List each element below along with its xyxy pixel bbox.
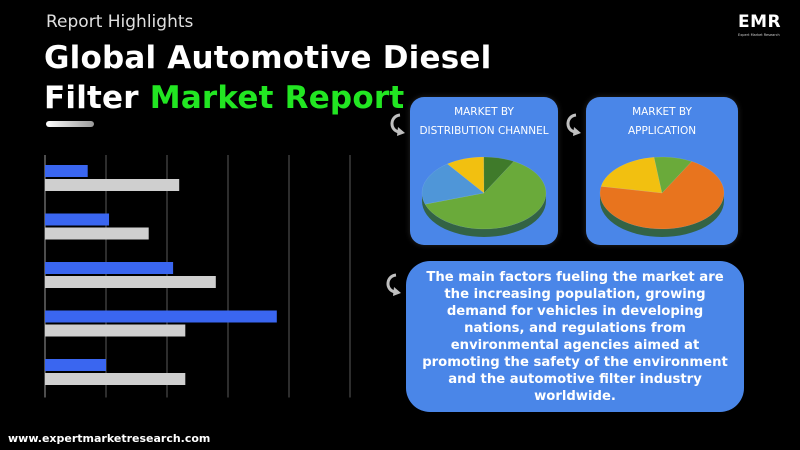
footer-url: www.expertmarketresearch.com [8, 432, 211, 445]
title-line-2-accent: Market Report [149, 80, 405, 116]
card-application-title-1: MARKET BY [632, 106, 692, 118]
pie-chart-distribution [421, 156, 547, 237]
card-distribution-channel: MARKET BY DISTRIBUTION CHANNEL [410, 97, 558, 245]
pie-slice-1 [424, 161, 547, 230]
pie-slice-3 [653, 156, 693, 194]
pie-slice-1 [599, 161, 725, 230]
emr-logo: EMR Expert Market Research [738, 12, 790, 38]
bar-series-2-item-4 [45, 324, 186, 337]
bar-series-1-item-2 [45, 213, 110, 226]
curved-arrow-icon [566, 113, 581, 136]
bar-series-1-item-5 [45, 359, 106, 371]
report-highlights-label: Report Highlights [46, 12, 194, 32]
bar-series-1-item-4 [45, 310, 277, 323]
bar-series-1-item-1 [45, 165, 88, 177]
curved-arrow-icon [390, 113, 405, 136]
curved-arrow-icon [386, 273, 401, 296]
card-application-title-2: APPLICATION [627, 125, 697, 137]
bar-series-1-item-3 [45, 262, 174, 274]
card-application: MARKET BY APPLICATION [586, 97, 738, 245]
title-underline [46, 121, 94, 127]
summary-text: The main factors fueling the market are … [422, 269, 728, 404]
summary-card: The main factors fueling the market are … [406, 261, 744, 412]
logo-tagline: Expert Market Research [738, 33, 780, 37]
card-distribution-title-2: DISTRIBUTION CHANNEL [419, 125, 549, 137]
bar-chart [44, 155, 351, 398]
bar-series-2-item-1 [45, 179, 180, 191]
pie-depth [422, 193, 546, 237]
pie-depth [600, 193, 724, 237]
title-line-1: Global Automotive Diesel [44, 40, 492, 76]
bar-series-2-item-2 [45, 227, 149, 240]
pie-chart-application [599, 156, 725, 237]
pie-slice-2 [600, 157, 663, 194]
bar-series-2-item-5 [45, 373, 186, 385]
page-title: Global Automotive Diesel Filter Market R… [44, 38, 491, 118]
bar-series-2-item-3 [45, 276, 216, 288]
pie-slice-2 [421, 163, 485, 205]
logo-text: EMR [738, 12, 782, 32]
pie-slice-3 [446, 156, 485, 194]
pie-slice-4 [483, 156, 515, 194]
card-distribution-title-1: MARKET BY [454, 106, 514, 118]
title-line-2-plain: Filter [44, 80, 150, 116]
